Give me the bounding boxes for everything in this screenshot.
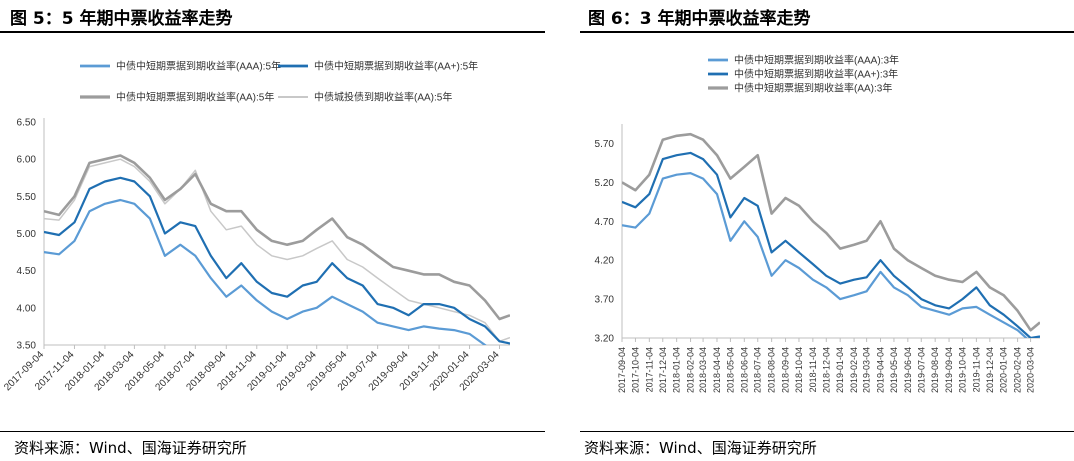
x-tick-label: 2018-07-04	[753, 347, 763, 393]
chart-title: 图 5：5 年期中票收益率走势	[10, 9, 233, 29]
x-tick-label: 2019-12-04	[985, 347, 995, 393]
x-tick-label: 2020-01-04	[999, 347, 1009, 393]
x-tick-label: 2018-01-04	[672, 347, 682, 393]
y-tick-label: 3.50	[17, 341, 37, 352]
legend-label: 中债中短期票据到期收益率(AAA):3年	[734, 54, 899, 67]
y-tick-label: 4.50	[17, 266, 37, 277]
x-tick-label: 2018-10-04	[794, 347, 804, 393]
series-line-1	[622, 151, 1040, 338]
legend-label: 中债中短期票据到期收益率(AAA):5年	[116, 60, 281, 73]
series-line-3	[44, 158, 510, 343]
chart-panel-5yr: 图 5：5 年期中票收益率走势 6.50 6.00 5.50 5.00 4.50 4.00…	[0, 9, 545, 457]
source-note: 资料来源：Wind、国海证券研究所	[14, 439, 247, 457]
series-line-1	[44, 176, 510, 345]
x-tick-label: 2019-09-04	[944, 347, 954, 393]
title-divider	[0, 31, 545, 33]
x-tick-label: 2017-12-04	[658, 347, 668, 393]
series-line-0	[622, 172, 1040, 338]
y-tick-label: 4.20	[595, 256, 615, 267]
x-tick-label: 2018-03-04	[698, 347, 708, 393]
chart-panel-3yr: 图 6：3 年期中票收益率走势 5.70 5.20 4.70 4.20 3.70 3.20…	[580, 0, 1074, 461]
y-tick-label: 4.00	[17, 303, 37, 314]
x-tick-label: 2017-09-04	[617, 347, 627, 393]
source-divider	[0, 431, 545, 432]
y-tick-label: 6.50	[17, 118, 37, 129]
y-tick-label: 5.70	[595, 139, 615, 150]
legend-label: 中债中短期票据到期收益率(AA):5年	[116, 91, 274, 104]
x-tick-label: 2017-10-04	[630, 347, 640, 393]
x-tick-label: 2019-05-04	[889, 347, 899, 393]
x-tick-label: 2019-11-04	[971, 347, 981, 392]
x-tick-label: 2019-08-04	[930, 347, 940, 393]
x-tick-label: 2018-11-04	[808, 347, 818, 392]
x-tick-label: 2018-08-04	[767, 347, 777, 393]
y-tick-label: 5.50	[17, 192, 37, 203]
x-tick-label: 2017-11-04	[644, 347, 654, 392]
x-tick-label: 2018-04-04	[712, 347, 722, 393]
x-tick-label: 2018-05-04	[725, 347, 735, 393]
x-tick-label: 2019-06-04	[903, 347, 913, 393]
y-tick-label: 5.20	[595, 178, 615, 189]
x-tick-label: 2019-03-04	[862, 347, 872, 393]
x-tick-label: 2018-02-04	[686, 347, 696, 393]
legend-label: 中债中短期票据到期收益率(AA):3年	[734, 82, 892, 95]
x-tick-label: 2018-06-04	[739, 347, 749, 393]
x-tick-label: 2020-02-04	[1013, 347, 1023, 393]
y-tick-label: 5.00	[17, 229, 37, 240]
x-tick-label: 2020-03-04	[1026, 347, 1036, 393]
x-tick-label: 2019-04-04	[876, 347, 886, 393]
x-tick-label: 2019-07-04	[916, 347, 926, 393]
legend-label: 中债中短期票据到期收益率(AA+):5年	[314, 60, 478, 73]
x-tick-label: 2018-09-04	[781, 347, 791, 393]
x-tick-label: 2018-12-04	[821, 347, 831, 393]
x-tick-label: 2019-10-04	[957, 347, 967, 393]
x-tick-label: 2019-01-04	[835, 347, 845, 393]
title-divider	[580, 31, 1074, 33]
legend-label: 中债城投债到期收益率(AA):5年	[314, 91, 452, 104]
y-tick-label: 6.00	[17, 155, 37, 166]
x-tick-label: 2019-02-04	[849, 347, 859, 393]
y-tick-label: 3.70	[595, 295, 615, 306]
line-chart: 6.506.005.505.004.504.003.502017-09-0420…	[2, 60, 510, 393]
source-divider	[580, 431, 1074, 432]
chart-title: 图 6：3 年期中票收益率走势	[588, 9, 811, 29]
source-note: 资料来源：Wind、国海证券研究所	[584, 439, 817, 457]
y-tick-label: 4.70	[595, 217, 615, 228]
series-line-2	[622, 132, 1040, 332]
series-line-0	[44, 198, 487, 345]
legend-label: 中债中短期票据到期收益率(AA+):3年	[734, 68, 898, 81]
y-tick-label: 3.20	[595, 334, 615, 345]
series-line-2	[44, 154, 510, 321]
